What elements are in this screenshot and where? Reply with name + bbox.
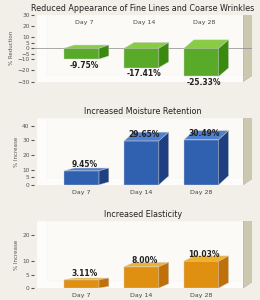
Text: -25.33%: -25.33% <box>187 78 222 87</box>
Polygon shape <box>37 15 243 82</box>
Polygon shape <box>184 256 229 261</box>
Y-axis label: % Increase: % Increase <box>14 136 19 166</box>
Polygon shape <box>124 141 159 185</box>
Polygon shape <box>37 221 243 288</box>
Polygon shape <box>64 45 109 48</box>
Y-axis label: % Reduction: % Reduction <box>9 31 15 65</box>
Polygon shape <box>47 215 253 281</box>
Polygon shape <box>243 215 253 288</box>
Polygon shape <box>124 43 169 48</box>
Title: Increased Elasticity: Increased Elasticity <box>104 210 182 219</box>
Polygon shape <box>219 131 229 185</box>
Polygon shape <box>37 8 253 15</box>
Polygon shape <box>184 140 219 185</box>
Text: Day 28: Day 28 <box>193 20 216 25</box>
Polygon shape <box>184 131 229 140</box>
Polygon shape <box>47 8 253 75</box>
Polygon shape <box>99 168 109 185</box>
Polygon shape <box>184 48 219 76</box>
Polygon shape <box>64 278 109 280</box>
Title: Increased Moisture Retention: Increased Moisture Retention <box>84 107 202 116</box>
Polygon shape <box>124 262 169 267</box>
Polygon shape <box>64 48 99 59</box>
Polygon shape <box>219 256 229 288</box>
Polygon shape <box>99 45 109 59</box>
Text: 29.65%: 29.65% <box>129 130 160 139</box>
Text: -17.41%: -17.41% <box>127 69 162 78</box>
Polygon shape <box>37 215 253 221</box>
Text: 30.49%: 30.49% <box>188 129 220 138</box>
Polygon shape <box>47 112 253 178</box>
Text: Day 14: Day 14 <box>133 20 156 25</box>
Text: 3.11%: 3.11% <box>72 269 98 278</box>
Text: -9.75%: -9.75% <box>70 61 99 70</box>
Title: Reduced Appearance of Fine Lines and Coarse Wrinkles: Reduced Appearance of Fine Lines and Coa… <box>31 4 255 13</box>
Polygon shape <box>184 261 219 288</box>
Polygon shape <box>64 168 109 171</box>
Polygon shape <box>99 278 109 288</box>
Polygon shape <box>184 40 229 48</box>
Polygon shape <box>159 43 169 68</box>
Polygon shape <box>159 132 169 185</box>
Text: Day 7: Day 7 <box>75 20 94 25</box>
Polygon shape <box>159 262 169 288</box>
Text: 9.45%: 9.45% <box>72 160 98 169</box>
Polygon shape <box>219 40 229 76</box>
Polygon shape <box>124 132 169 141</box>
Polygon shape <box>64 280 99 288</box>
Polygon shape <box>37 118 243 185</box>
Y-axis label: % Increase: % Increase <box>14 240 19 270</box>
Polygon shape <box>243 112 253 185</box>
Polygon shape <box>37 112 253 118</box>
Text: 10.03%: 10.03% <box>188 250 220 259</box>
Polygon shape <box>124 48 159 68</box>
Polygon shape <box>243 8 253 82</box>
Polygon shape <box>64 171 99 185</box>
Text: 8.00%: 8.00% <box>131 256 158 265</box>
Polygon shape <box>124 267 159 288</box>
